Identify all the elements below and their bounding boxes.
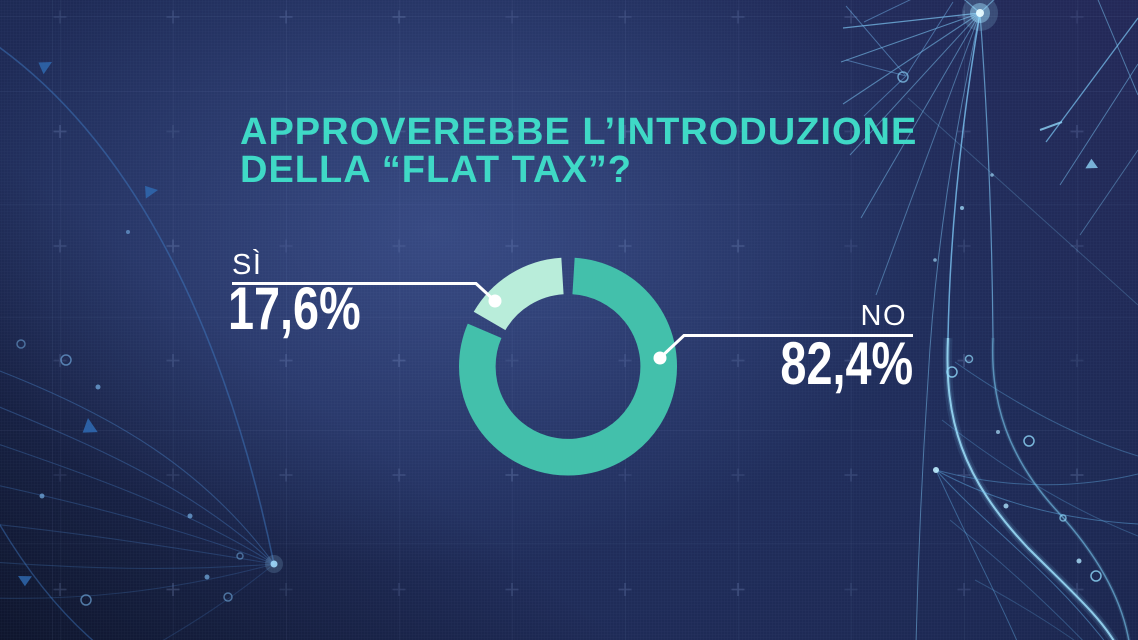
donut-segment-no xyxy=(459,257,677,476)
donut-segment-sì xyxy=(473,257,565,331)
plus-mark xyxy=(279,583,293,596)
si-callout-line xyxy=(232,282,497,303)
plus-mark xyxy=(731,239,745,253)
plus-mark xyxy=(166,239,180,253)
plus-mark xyxy=(53,354,67,367)
plus-mark xyxy=(392,583,406,596)
slice-value-si: 17,6% xyxy=(228,275,361,342)
plus-mark xyxy=(279,354,293,367)
plus-mark xyxy=(1070,468,1084,482)
plus-mark xyxy=(731,354,745,367)
plus-mark xyxy=(1070,239,1084,253)
plus-mark xyxy=(166,468,180,482)
plus-mark xyxy=(618,10,632,24)
plus-mark xyxy=(53,239,67,253)
plus-mark xyxy=(505,239,519,253)
question-title: APPROVEREBBE L’INTRODUZIONE DELLA “FLAT … xyxy=(240,113,917,189)
plus-mark xyxy=(1070,10,1084,24)
plus-mark xyxy=(1070,583,1084,596)
plus-mark xyxy=(844,583,858,596)
plus-mark xyxy=(392,354,406,367)
plus-mark xyxy=(166,125,180,138)
slice-value-no: 82,4% xyxy=(780,330,913,397)
plus-mark xyxy=(505,354,519,367)
plus-mark xyxy=(53,125,67,138)
plus-mark xyxy=(731,583,745,596)
si-callout-dot xyxy=(488,294,502,308)
plus-mark xyxy=(53,583,67,596)
no-callout-dot xyxy=(653,351,667,365)
plus-mark xyxy=(957,354,971,367)
plus-mark xyxy=(1070,354,1084,367)
plus-mark xyxy=(166,354,180,367)
plus-mark xyxy=(505,125,519,138)
plus-mark xyxy=(505,10,519,24)
plus-mark xyxy=(618,583,632,596)
plus-mark xyxy=(392,125,406,138)
plus-mark xyxy=(392,239,406,253)
plus-mark xyxy=(279,239,293,253)
plus-mark xyxy=(618,239,632,253)
plus-mark xyxy=(957,239,971,253)
plus-mark xyxy=(166,10,180,24)
top-right-network xyxy=(840,0,1138,640)
plus-mark xyxy=(731,10,745,24)
plus-mark xyxy=(279,10,293,24)
plus-mark xyxy=(1070,125,1084,138)
plus-mark xyxy=(844,468,858,482)
question-title-line2: DELLA “FLAT TAX”? xyxy=(240,149,633,191)
plus-mark xyxy=(957,583,971,596)
plus-mark xyxy=(618,468,632,482)
plus-mark xyxy=(844,125,858,138)
plus-mark xyxy=(53,10,67,24)
plus-mark xyxy=(166,583,180,596)
slice-label-no: NO xyxy=(860,300,907,332)
no-callout-line xyxy=(658,334,913,360)
left-arc-network xyxy=(0,46,283,640)
slice-label-si: SÌ xyxy=(232,249,263,281)
bottom-right-network xyxy=(933,337,1138,640)
plus-mark xyxy=(279,468,293,482)
plus-mark xyxy=(53,468,67,482)
question-title-line1: APPROVEREBBE L’INTRODUZIONE xyxy=(240,111,918,153)
plus-mark xyxy=(844,354,858,367)
plus-mark xyxy=(957,468,971,482)
plus-mark xyxy=(618,354,632,367)
plus-mark xyxy=(731,125,745,138)
plus-mark xyxy=(392,10,406,24)
plus-mark xyxy=(392,468,406,482)
plus-mark xyxy=(279,125,293,138)
plus-mark xyxy=(618,125,632,138)
plus-mark xyxy=(844,239,858,253)
plus-mark xyxy=(505,468,519,482)
plus-mark xyxy=(505,583,519,596)
callout-lines xyxy=(232,282,913,365)
plus-mark xyxy=(731,468,745,482)
donut-segments xyxy=(459,257,677,476)
plus-grid-pattern xyxy=(53,10,1084,596)
